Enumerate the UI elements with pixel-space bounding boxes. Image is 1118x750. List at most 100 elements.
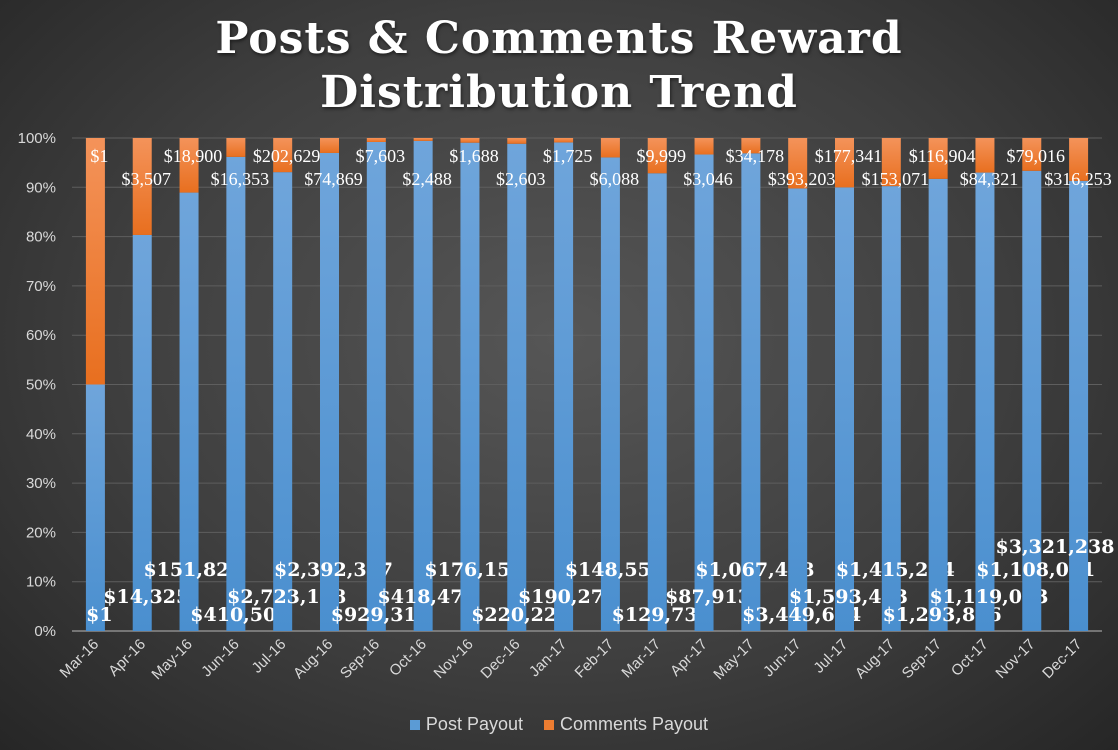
data-label-post-payout: $1,108,061 <box>976 559 1095 581</box>
legend-swatch-post <box>409 720 420 731</box>
y-tick-label: 10% <box>26 574 56 591</box>
legend-item-post: Post Payout <box>409 714 523 734</box>
bar-comments-payout <box>788 138 808 189</box>
legend-label-comments: Comments Payout <box>560 714 709 734</box>
data-label-post-payout: $1,593,423 <box>789 586 908 608</box>
bar-post-payout <box>273 172 293 631</box>
bar-comments-payout <box>413 138 433 141</box>
bar-post-payout <box>1069 180 1089 631</box>
bar-comments-payout <box>320 138 339 153</box>
x-tick-label: Sep-16 <box>337 636 383 682</box>
data-label-post-payout: $3,449,624 <box>742 604 861 626</box>
data-label-post-payout: $410,507 <box>190 604 289 626</box>
chart-title-line-1: Posts & Comments Reward <box>215 13 903 64</box>
x-tick-label: Dec-16 <box>477 636 523 682</box>
data-label-comments-payout: $2,488 <box>402 169 452 189</box>
data-label-post-payout: $1,067,448 <box>695 559 814 581</box>
data-label-post-payout: $148,553 <box>565 559 664 581</box>
x-tick-label: Jul-17 <box>810 636 851 677</box>
bar-post-payout <box>132 234 152 632</box>
x-tick-label: Nov-17 <box>992 636 1038 682</box>
legend: Post Payout Comments Payout <box>0 714 1118 735</box>
data-label-comments-payout: $1 <box>90 146 108 166</box>
x-tick-label: Oct-17 <box>948 636 992 680</box>
bar-post-payout <box>179 192 199 631</box>
bar-comments-payout <box>273 138 293 173</box>
data-label-post-payout: $1,293,806 <box>883 604 1002 626</box>
bar-comments-payout <box>928 138 948 179</box>
x-tick-label: Jan-17 <box>526 636 570 680</box>
x-tick-label: Jun-17 <box>760 636 804 680</box>
y-tick-label: 0% <box>34 623 56 640</box>
bar-comments-payout <box>647 138 667 174</box>
x-tick-label: Oct-16 <box>386 636 430 680</box>
y-tick-label: 90% <box>26 179 56 196</box>
data-label-comments-payout: $84,321 <box>960 169 1019 189</box>
data-label-post-payout: $129,737 <box>612 604 711 626</box>
data-label-post-payout: $418,478 <box>378 586 477 608</box>
x-tick-label: Feb-17 <box>572 636 618 682</box>
bar-post-payout <box>647 173 667 631</box>
data-label-comments-payout: $3,046 <box>683 169 733 189</box>
legend-item-comments: Comments Payout <box>544 714 708 734</box>
bar-comments-payout <box>554 138 574 143</box>
y-tick-label: 100% <box>18 130 56 147</box>
data-label-comments-payout: $9,999 <box>636 146 686 166</box>
data-label-comments-payout: $393,203 <box>768 169 836 189</box>
data-label-post-payout: $151,829 <box>143 559 242 581</box>
chart-title: Posts & Comments Reward Distribution Tre… <box>0 12 1118 120</box>
bar-post-payout <box>788 188 808 631</box>
data-label-post-payout: $2,392,377 <box>274 559 393 581</box>
bar-post-payout <box>320 152 339 631</box>
x-tick-label: Sep-17 <box>899 636 945 682</box>
data-label-comments-payout: $16,353 <box>211 169 270 189</box>
data-label-comments-payout: $1,688 <box>449 146 499 166</box>
data-label-comments-payout: $3,507 <box>121 169 171 189</box>
data-label-comments-payout: $6,088 <box>590 169 640 189</box>
y-tick-label: 70% <box>26 278 56 295</box>
bar-post-payout <box>554 142 574 631</box>
data-label-comments-payout: $1,725 <box>543 146 593 166</box>
y-tick-label: 80% <box>26 229 56 246</box>
x-tick-label: May-16 <box>148 636 195 683</box>
data-label-comments-payout: $177,341 <box>815 146 883 166</box>
data-label-comments-payout: $79,016 <box>1007 146 1066 166</box>
legend-swatch-comments <box>544 720 554 731</box>
x-tick-label: Mar-16 <box>57 636 103 682</box>
bar-post-payout <box>835 187 854 632</box>
x-tick-label: Aug-17 <box>852 636 898 682</box>
bar-comments-payout <box>132 138 152 235</box>
x-tick-label: Mar-17 <box>618 636 664 682</box>
x-tick-label: Jul-16 <box>249 636 290 677</box>
bar-post-payout <box>1022 170 1042 632</box>
bar-post-payout <box>85 384 105 631</box>
bar-post-payout <box>413 140 433 631</box>
bar-comments-payout <box>600 138 620 158</box>
bar-comments-payout <box>85 138 105 385</box>
y-tick-label: 50% <box>26 377 56 394</box>
bar-post-payout <box>741 153 761 631</box>
y-tick-label: 20% <box>26 524 56 541</box>
bar-post-payout <box>600 157 620 631</box>
data-label-comments-payout: $2,603 <box>496 169 546 189</box>
x-tick-label: Nov-16 <box>431 636 477 682</box>
data-label-comments-payout: $7,603 <box>356 146 406 166</box>
data-label-post-payout: $1,415,264 <box>836 559 955 581</box>
bar-comments-payout <box>226 138 246 157</box>
chart-title-line-2: Distribution Trend <box>320 67 798 118</box>
x-tick-label: Apr-16 <box>105 636 149 680</box>
bar-post-payout <box>694 154 714 631</box>
data-label-post-payout: $2,723,138 <box>227 586 346 608</box>
bar-post-payout <box>975 172 995 631</box>
data-label-post-payout: $220,221 <box>471 604 570 626</box>
bar-comments-payout <box>741 138 761 154</box>
y-tick-label: 40% <box>26 426 56 443</box>
data-label-post-payout: $3,321,238 <box>996 536 1115 558</box>
bar-comments-payout <box>507 138 527 144</box>
bar-comments-payout <box>694 138 714 155</box>
data-label-post-payout: $14,325 <box>103 586 189 608</box>
y-tick-label: 30% <box>26 475 56 492</box>
data-label-comments-payout: $116,904 <box>909 146 976 166</box>
legend-label-post: Post Payout <box>425 714 523 734</box>
